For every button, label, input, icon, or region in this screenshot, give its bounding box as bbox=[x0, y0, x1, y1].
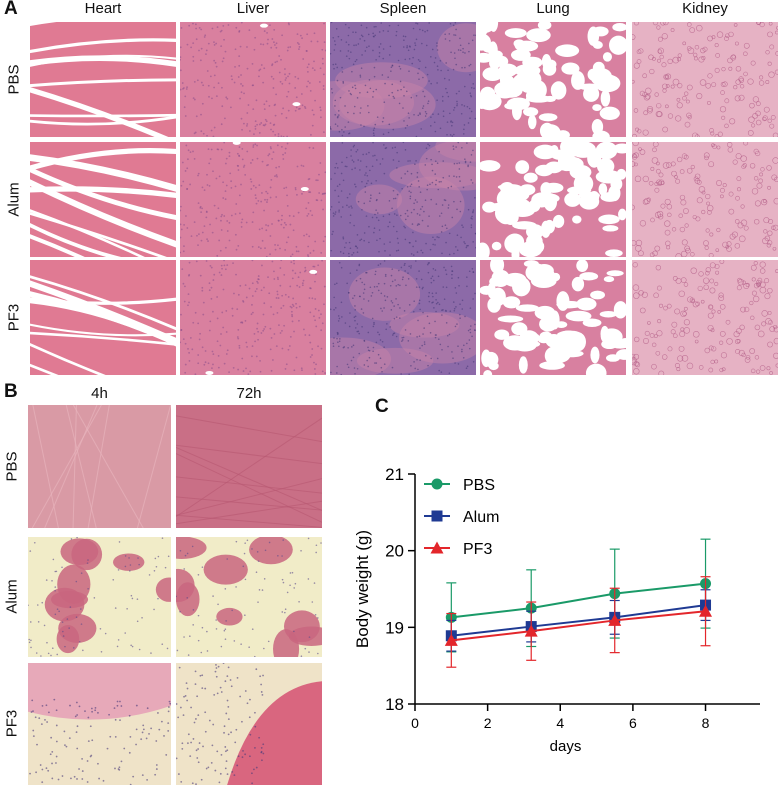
panel-a-row-label-pf3: PF3 bbox=[5, 303, 23, 331]
panel-b-row-label-alum: Alum bbox=[3, 579, 21, 614]
alum-series-line bbox=[451, 604, 706, 637]
panel-a-col-label-liver: Liver bbox=[236, 0, 270, 17]
panel-b-col-label-72h: 72h bbox=[236, 385, 262, 402]
panel-a-image-alum-liver bbox=[180, 142, 326, 257]
pf3-legend-label: PF3 bbox=[463, 541, 492, 558]
pbs-legend-label: PBS bbox=[463, 477, 495, 494]
panel-b-image-alum-72h bbox=[176, 537, 322, 657]
pf3-data-point bbox=[608, 613, 622, 626]
y-tick-label: 20 bbox=[385, 542, 404, 561]
panel-a-image-pbs-spleen bbox=[330, 22, 476, 137]
panel-c-letter: C bbox=[375, 396, 389, 417]
panel-b-row-label-pf3: PF3 bbox=[3, 709, 21, 738]
pf3-legend-marker bbox=[430, 541, 444, 554]
y-tick-label: 18 bbox=[385, 695, 404, 714]
y-tick-label: 21 bbox=[385, 465, 404, 484]
pbs-series-line bbox=[451, 582, 706, 619]
panel-a-row-label-alum: Alum bbox=[5, 181, 23, 217]
y-tick-label: 19 bbox=[385, 618, 404, 637]
panel-a-image-alum-heart bbox=[30, 142, 176, 257]
alum-legend-marker bbox=[431, 510, 443, 522]
panel-a-row-label-pbs: PBS bbox=[5, 64, 23, 95]
panel-a-image-alum-kidney bbox=[632, 142, 778, 257]
alum-legend-label: Alum bbox=[463, 509, 499, 526]
panel-a-image-pf3-lung bbox=[480, 260, 626, 375]
x-tick-label: 0 bbox=[411, 715, 419, 731]
panel-a-image-alum-lung bbox=[480, 142, 626, 257]
panel-a-image-alum-spleen bbox=[330, 142, 476, 257]
panel-a-image-pbs-heart bbox=[30, 22, 176, 137]
panel-a-image-pf3-heart bbox=[30, 260, 176, 375]
panel-a-col-label-heart: Heart bbox=[84, 0, 122, 17]
panel-a-letter: A bbox=[4, 0, 18, 19]
panel-a-image-pf3-kidney bbox=[632, 260, 778, 375]
panel-a-col-label-lung: Lung bbox=[536, 0, 570, 17]
x-tick-label: 6 bbox=[629, 715, 637, 731]
x-tick-label: 4 bbox=[556, 715, 564, 731]
panel-a-image-pf3-spleen bbox=[330, 260, 476, 375]
panel-a-col-label-kidney: Kidney bbox=[682, 0, 728, 17]
panel-b-image-pf3-4h bbox=[28, 663, 171, 785]
panel-b-image-pf3-72h bbox=[176, 663, 322, 785]
panel-a-image-pbs-kidney bbox=[632, 22, 778, 137]
panel-b-letter: B bbox=[4, 381, 18, 402]
pf3-data-point bbox=[444, 633, 458, 646]
x-tick-label: 2 bbox=[484, 715, 492, 731]
pf3-data-point bbox=[699, 604, 713, 617]
panel-a-col-label-spleen: Spleen bbox=[379, 0, 427, 17]
body-weight-chart: 18 19 20 21 0 2 4 6 8 days Body weight (g) PBS Alum P… bbox=[353, 465, 760, 755]
pf3-data-point bbox=[524, 624, 538, 637]
x-tick-label: 8 bbox=[702, 715, 710, 731]
panel-b-image-pbs-72h bbox=[176, 405, 322, 528]
pf3-series-line bbox=[451, 610, 706, 642]
pbs-legend-marker bbox=[431, 478, 443, 490]
panel-a-image-pbs-lung bbox=[480, 22, 626, 137]
panel-b-image-pbs-4h bbox=[28, 405, 171, 528]
y-axis-label: Body weight (g) bbox=[353, 530, 372, 648]
panel-a-image-pf3-liver bbox=[180, 260, 326, 375]
panel-b-row-label-pbs: PBS bbox=[3, 451, 21, 482]
x-axis-label: days bbox=[550, 738, 582, 755]
panel-a-image-pbs-liver bbox=[180, 22, 326, 137]
panel-b-image-alum-4h bbox=[28, 537, 171, 657]
panel-b-col-label-4h: 4h bbox=[91, 385, 108, 402]
